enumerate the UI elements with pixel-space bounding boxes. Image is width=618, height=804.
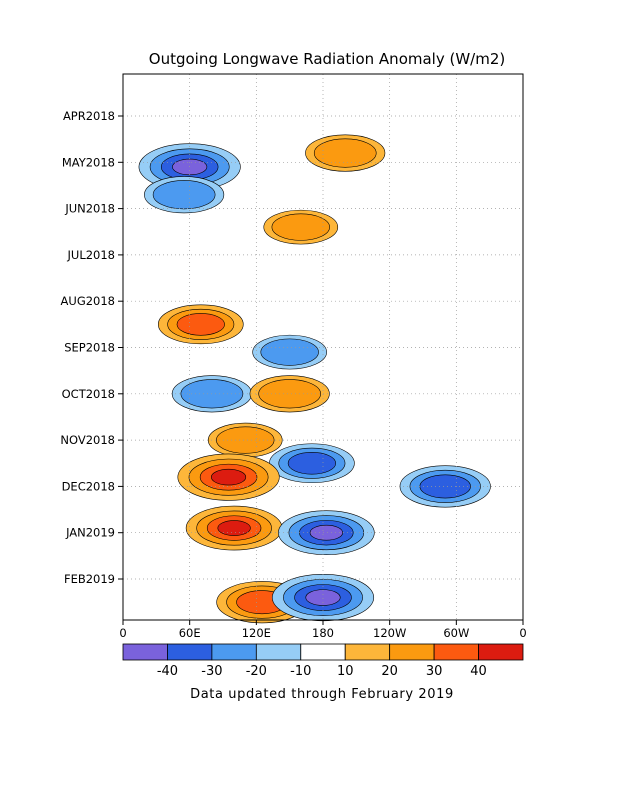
y-tick-label: DEC2018 <box>62 479 115 493</box>
colorbar-swatch <box>344 643 391 661</box>
anomaly-contour <box>217 520 251 536</box>
colorbar-swatch <box>167 643 213 661</box>
anomaly-contour <box>176 313 225 336</box>
colorbar-swatch <box>211 643 257 661</box>
grid-lines <box>123 74 523 620</box>
plot-area: APR2018 MAY2018 JUN2018 JUL2018 AUG2018 SEP20… <box>60 73 527 640</box>
y-tick-label: AUG2018 <box>61 294 115 308</box>
anomaly-contour <box>258 379 321 409</box>
anomaly-contour <box>271 213 330 241</box>
colorbar-swatch <box>433 643 479 661</box>
colorbar-swatch <box>255 643 302 661</box>
colorbar-swatch <box>389 643 435 661</box>
colorbar-label: 10 <box>337 664 354 679</box>
anomaly-contour <box>309 524 343 541</box>
colorbar-label: 40 <box>470 664 487 679</box>
y-axis: APR2018 MAY2018 JUN2018 JUL2018 AUG2018 SEP20… <box>60 109 123 586</box>
y-tick-label: OCT2018 <box>62 387 115 401</box>
anomaly-contour <box>216 426 275 454</box>
chart-title: Outgoing Longwave Radiation Anomaly (W/m… <box>149 50 505 68</box>
anomaly-contour <box>305 589 341 606</box>
y-tick-label: APR2018 <box>63 109 115 123</box>
colorbar-swatch <box>122 643 168 661</box>
anomaly-contour <box>313 138 377 168</box>
y-tick-label: JUL2018 <box>67 248 115 262</box>
x-tick-label: 180 <box>312 626 334 640</box>
x-tick-label: 60W <box>443 626 469 640</box>
x-axis: 0 60E 120E 180 120W 60W 0 <box>119 620 527 640</box>
anomaly-contour <box>211 468 247 486</box>
x-tick-label: 60E <box>179 626 201 640</box>
y-tick-label: NOV2018 <box>60 433 115 447</box>
colorbar: -40 -30 -20 -10 10 20 30 40 <box>122 643 524 679</box>
colorbar-label: 20 <box>381 664 398 679</box>
x-tick-label: 120W <box>373 626 406 640</box>
colorbar-swatch <box>300 643 346 661</box>
footer-note: Data updated through February 2019 <box>190 687 454 702</box>
anomaly-contour <box>260 338 319 366</box>
y-tick-label: FEB2019 <box>64 572 115 586</box>
colorbar-label: -40 <box>157 664 178 679</box>
x-tick-label: 120E <box>242 626 271 640</box>
x-tick-label: 0 <box>119 626 126 640</box>
colorbar-label: 30 <box>426 664 443 679</box>
colorbar-label: -20 <box>246 664 267 679</box>
y-tick-label: MAY2018 <box>62 155 115 169</box>
anomaly-contour <box>152 180 216 210</box>
anomaly-contour <box>287 452 336 475</box>
y-tick-label: SEP2018 <box>64 341 115 355</box>
colorbar-swatch <box>478 643 524 661</box>
x-tick-label: 0 <box>519 626 526 640</box>
colorbar-label: -10 <box>290 664 311 679</box>
y-tick-label: JAN2019 <box>65 526 115 540</box>
colorbar-label: -30 <box>201 664 222 679</box>
y-tick-label: JUN2018 <box>64 202 115 216</box>
